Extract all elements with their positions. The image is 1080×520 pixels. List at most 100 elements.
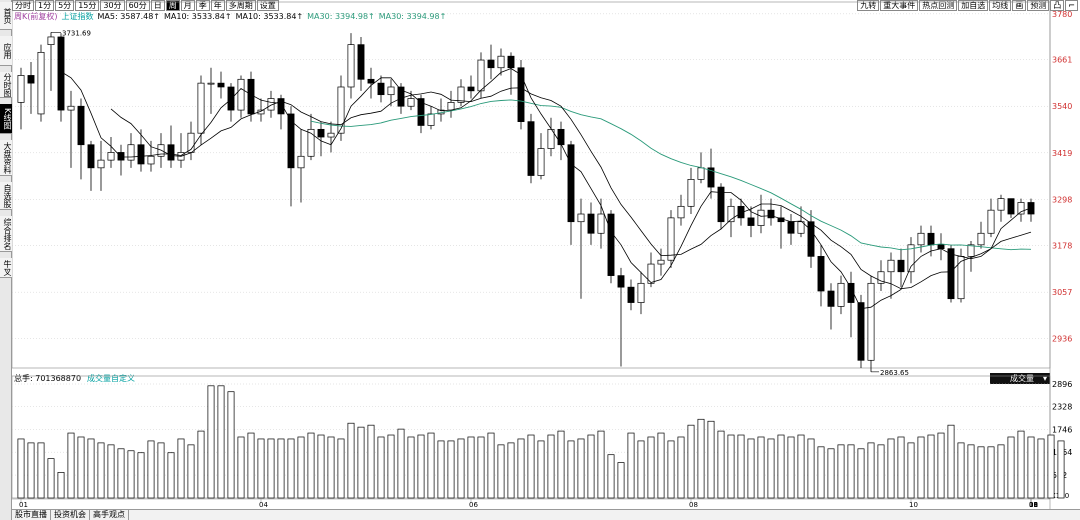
candlestick <box>897 248 905 288</box>
volume-bar <box>897 436 905 499</box>
period-tab-10[interactable]: 年 <box>210 0 225 11</box>
tool-button-6[interactable]: 预测 <box>1027 0 1050 11</box>
candlestick <box>777 206 785 249</box>
candlestick <box>307 113 315 161</box>
bottom-tab-1[interactable]: 投资机会 <box>51 510 90 520</box>
index-name: 上证指数 <box>61 12 94 21</box>
time-tick-label: 08 <box>1029 501 1038 509</box>
candlestick <box>757 194 765 234</box>
candlestick <box>237 75 245 118</box>
candle-body <box>617 275 625 288</box>
volume-bar <box>887 438 895 499</box>
chevron-down-icon: ▾ <box>1042 374 1047 383</box>
candlestick <box>787 214 795 245</box>
candlestick <box>517 60 525 130</box>
candle-body <box>397 86 405 107</box>
volume-bar <box>577 438 585 499</box>
sidebar-tab-1[interactable]: 应用 <box>0 36 12 66</box>
sidebar-tab-7[interactable]: 牛叉 <box>0 258 12 278</box>
bottom-tab-2[interactable]: 高手观点 <box>90 510 129 520</box>
sidebar-tab-3[interactable]: K线图 <box>0 104 12 134</box>
sidebar-tab-2[interactable]: 分时图 <box>0 72 12 98</box>
volume-bar <box>727 434 735 499</box>
sidebar-tab-0[interactable]: 首页 <box>0 2 12 30</box>
chart-mode-label[interactable]: 周K(前复权) <box>14 12 58 21</box>
candlestick <box>537 133 545 180</box>
period-tab-3[interactable]: 15分 <box>75 0 100 11</box>
tool-button-0[interactable]: 九转 <box>857 0 880 11</box>
volume-bar <box>767 438 775 499</box>
candlestick <box>797 206 805 238</box>
tool-button-4[interactable]: 均线 <box>989 0 1012 11</box>
volume-bar <box>937 432 945 499</box>
candlestick <box>127 133 135 168</box>
sidebar-tab-5[interactable]: 自选股 <box>0 182 12 210</box>
time-tick-label: 01 <box>19 501 28 509</box>
candlestick <box>167 125 175 168</box>
sidebar-tab-6[interactable]: 综合排名 <box>0 216 12 252</box>
period-tab-6[interactable]: 日 <box>150 0 165 11</box>
volume-bar <box>567 440 575 499</box>
volume-bar <box>637 440 645 499</box>
sidebar-tab-4[interactable]: 大盘资料 <box>0 140 12 176</box>
period-tab-12[interactable]: 设置 <box>256 0 279 11</box>
candle-body <box>597 213 605 234</box>
price-tick-label: 3298 <box>1052 195 1072 204</box>
volume-custom-label[interactable]: 成交量自定义 <box>87 374 136 383</box>
volume-bar <box>787 436 795 499</box>
tool-button-1[interactable]: 重大事件 <box>880 0 919 11</box>
candlestick <box>487 44 495 80</box>
candlestick <box>717 183 725 230</box>
period-tab-0[interactable]: 分时 <box>12 0 34 11</box>
ma10-line <box>110 87 1032 290</box>
candle-body <box>857 302 865 361</box>
volume-bar <box>1017 430 1025 499</box>
candle-body <box>517 67 525 122</box>
period-tab-7[interactable]: 周 <box>165 0 180 11</box>
volume-indicator-dropdown[interactable]: 成交量 ▾ <box>990 373 1050 384</box>
candlestick <box>1027 198 1035 222</box>
tool-button-5[interactable]: 画 <box>1012 0 1027 11</box>
period-tab-8[interactable]: 月 <box>180 0 195 11</box>
candlestick <box>987 198 995 238</box>
period-tab-11[interactable]: 多周期 <box>225 0 256 11</box>
candlestick <box>177 133 185 168</box>
volume-bar <box>817 446 825 499</box>
high-annotation: 3731.69 <box>62 29 91 37</box>
tool-button-3[interactable]: 加自选 <box>958 0 989 11</box>
candle-body <box>227 86 235 111</box>
candlestick <box>447 90 455 118</box>
period-tab-9[interactable]: 季 <box>195 0 210 11</box>
candle-body <box>587 213 595 234</box>
candle-body <box>277 98 285 115</box>
kline-chart[interactable]: 3780 3661 3540 3419 3298 3178 3057 2936 2896 2328… <box>12 0 1080 509</box>
candle-body <box>477 59 485 92</box>
period-tab-5[interactable]: 60分 <box>125 0 150 11</box>
candle-body <box>907 244 915 273</box>
tool-button-7[interactable]: 凸 <box>1050 0 1065 11</box>
candlestick <box>707 148 715 199</box>
volume-bar <box>837 444 845 499</box>
candle-body <box>137 144 145 165</box>
volume-bar <box>237 436 245 499</box>
volume-bar <box>947 424 955 499</box>
candlestick <box>567 140 575 245</box>
tool-button-8[interactable]: ⌐ <box>1065 0 1078 11</box>
tool-button-2[interactable]: 热点回测 <box>919 0 958 11</box>
candle-body <box>407 98 415 107</box>
volume-bar <box>277 438 285 499</box>
candlestick <box>647 252 655 288</box>
price-tick-label: 3780 <box>1052 10 1072 19</box>
period-tab-1[interactable]: 1分 <box>35 0 55 11</box>
bottom-tab-0[interactable]: 股市直播 <box>12 510 51 520</box>
candlestick <box>917 225 925 253</box>
volume-bar <box>957 442 965 499</box>
period-tab-4[interactable]: 30分 <box>100 0 125 11</box>
candlestick <box>877 260 885 292</box>
candlestick <box>147 140 155 172</box>
volume-dropdown-label: 成交量 <box>1010 374 1034 383</box>
candle-body <box>207 82 215 85</box>
volume-bar <box>717 430 725 499</box>
period-tab-2[interactable]: 5分 <box>55 0 75 11</box>
